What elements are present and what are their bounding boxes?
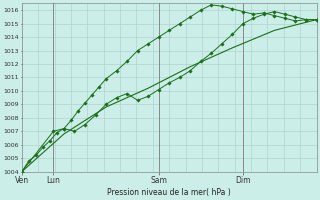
X-axis label: Pression niveau de la mer( hPa ): Pression niveau de la mer( hPa )	[107, 188, 231, 197]
